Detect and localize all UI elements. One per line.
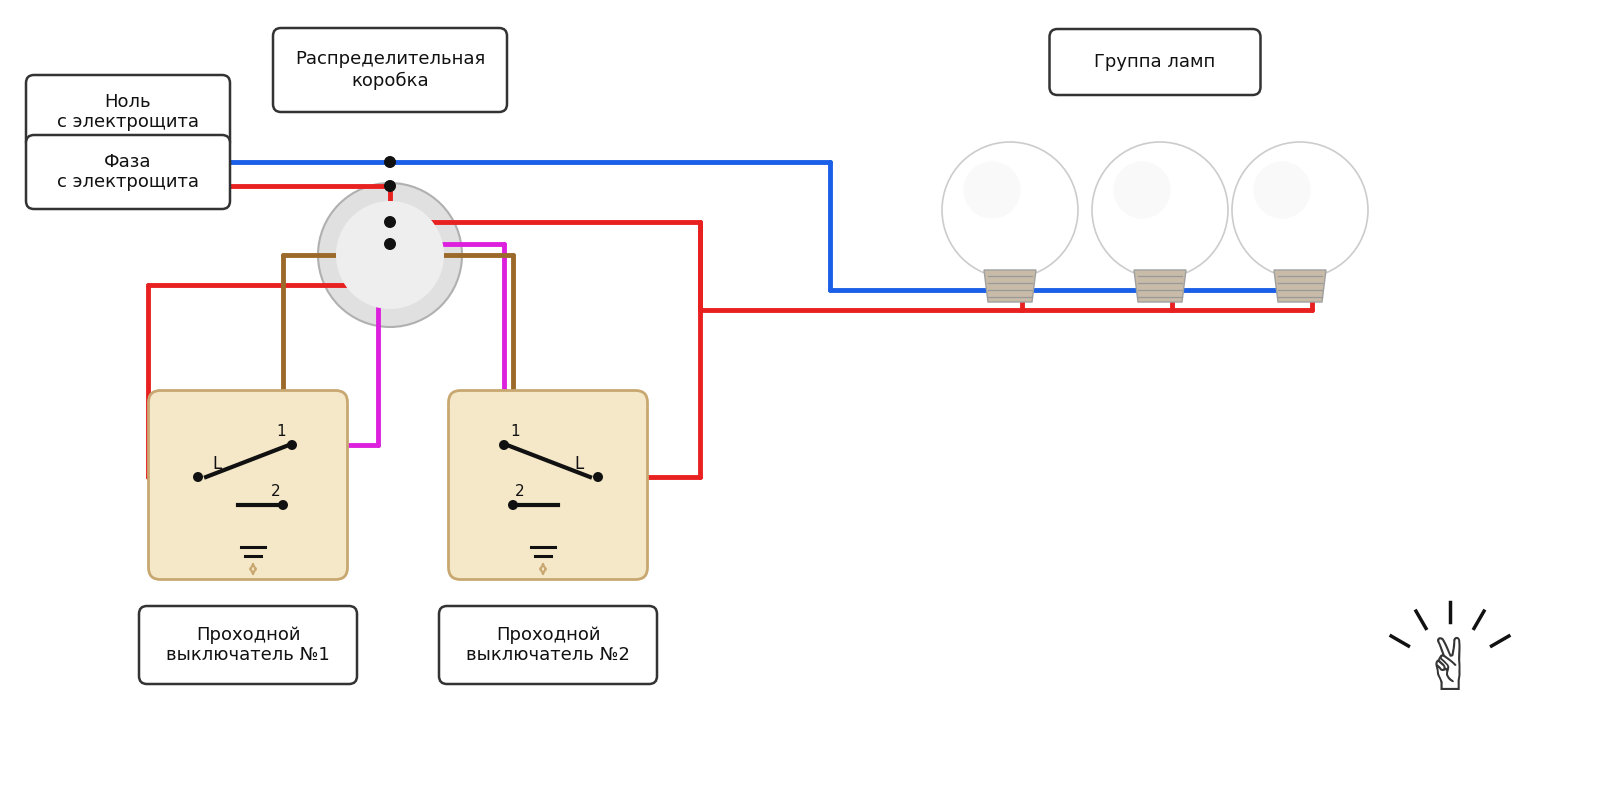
Text: 1: 1 [510, 424, 520, 439]
Circle shape [286, 440, 298, 450]
Circle shape [336, 201, 445, 309]
FancyBboxPatch shape [1050, 29, 1261, 95]
Text: Фаза
с электрощита: Фаза с электрощита [58, 153, 198, 191]
Circle shape [278, 500, 288, 510]
Circle shape [384, 156, 397, 168]
Circle shape [499, 440, 509, 450]
Circle shape [194, 472, 203, 482]
Text: 1: 1 [277, 424, 286, 439]
Circle shape [384, 216, 397, 228]
Circle shape [509, 500, 518, 510]
Text: 2: 2 [515, 484, 525, 499]
Circle shape [1232, 142, 1368, 278]
Circle shape [384, 238, 397, 250]
Circle shape [1253, 162, 1310, 218]
Circle shape [384, 180, 397, 192]
FancyBboxPatch shape [438, 606, 658, 684]
FancyBboxPatch shape [274, 28, 507, 112]
Text: Группа ламп: Группа ламп [1094, 53, 1216, 71]
Polygon shape [1274, 270, 1326, 302]
Text: Ноль
с электрощита: Ноль с электрощита [58, 93, 198, 131]
FancyBboxPatch shape [149, 390, 347, 579]
Text: Проходной
выключатель №1: Проходной выключатель №1 [166, 626, 330, 664]
Circle shape [1091, 142, 1229, 278]
Polygon shape [984, 270, 1037, 302]
Text: 2: 2 [272, 484, 282, 499]
Circle shape [942, 142, 1078, 278]
Circle shape [318, 183, 462, 327]
Circle shape [594, 472, 603, 482]
Text: L: L [574, 455, 584, 473]
FancyBboxPatch shape [26, 135, 230, 209]
Text: ✌: ✌ [1419, 635, 1480, 705]
FancyBboxPatch shape [26, 75, 230, 149]
FancyBboxPatch shape [448, 390, 648, 579]
Text: Распределительная
коробка: Распределительная коробка [294, 50, 485, 90]
Text: Проходной
выключатель №2: Проходной выключатель №2 [466, 626, 630, 664]
Text: L: L [211, 455, 221, 473]
FancyBboxPatch shape [139, 606, 357, 684]
Circle shape [963, 162, 1021, 218]
Circle shape [1114, 162, 1171, 218]
Polygon shape [1134, 270, 1186, 302]
